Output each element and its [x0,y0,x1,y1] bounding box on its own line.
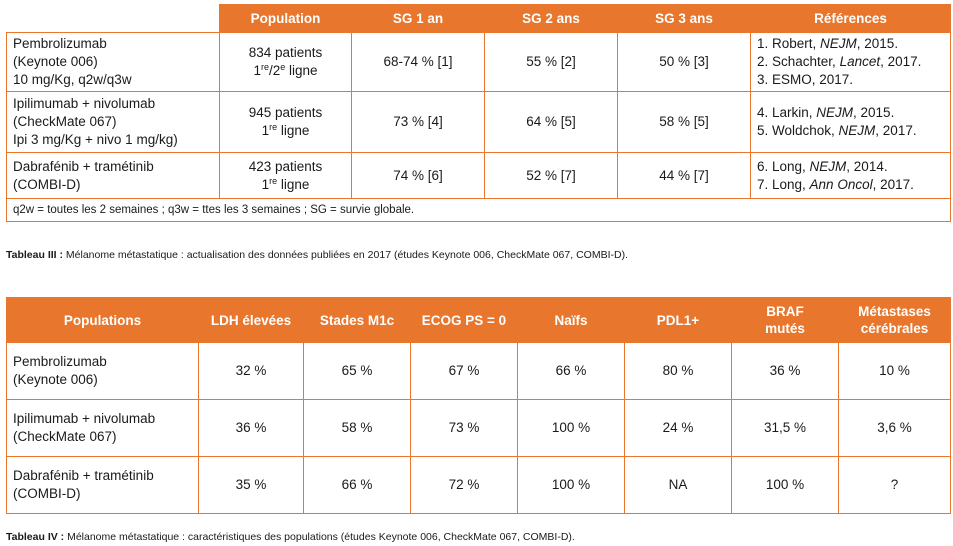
value-cell: 66 % [303,456,411,514]
header-pdl1: PDL1+ [624,297,732,343]
study-name: Dabrafénib + tramétinib [13,158,154,174]
population-line: 1re ligne [261,175,310,192]
header-sg3: SG 3 ans [617,4,751,33]
sg2-cell: 64 % [5] [484,91,618,153]
value-cell: 100 % [731,456,839,514]
study-cell: Pembrolizumab (Keynote 006) 10 mg/Kg, q2… [6,32,220,92]
header-stades: Stades M1c [303,297,411,343]
reference-item: 7. Long, Ann Oncol, 2017. [757,176,914,192]
value-cell: 58 % [303,399,411,457]
header-metastases: Métastases cérébrales [838,297,951,343]
header-populations: Populations [6,297,199,343]
value-cell: 67 % [410,342,518,400]
header-population: Population [219,4,352,33]
population-count: 945 patients [248,105,323,120]
study-cell: Dabrafénib + tramétinib (COMBI-D) [6,152,220,199]
reference-item: 5. Woldchok, NEJM, 2017. [757,123,917,138]
table-iv-header-row: Populations LDH élevées Stades M1c ECOG … [6,297,951,343]
table-row: Ipilimumab + nivolumab (CheckMate 067) I… [6,91,951,153]
line-sup: e [280,62,286,72]
value-cell: 73 % [410,399,518,457]
study-name: Ipilimumab + nivolumab [13,96,156,111]
reference-item: 4. Larkin, NEJM, 2015. [757,105,895,120]
empty-header-cell [6,4,220,33]
sg1-cell: 74 % [6] [351,152,485,199]
sg1-cell: 73 % [4] [351,91,485,153]
table-iv-caption: Tableau IV : Mélanome métastatique : car… [6,531,575,543]
line-num: 1 [253,63,261,78]
sg3-cell: 58 % [5] [617,91,751,153]
value-cell: 72 % [410,456,518,514]
value-cell: 66 % [517,342,625,400]
table-row: Pembrolizumab (Keynote 006) 10 mg/Kg, q2… [6,32,951,92]
value-cell: 80 % [624,342,732,400]
table-row: Pembrolizumab (Keynote 006) 32 % 65 % 67 … [6,342,951,400]
reference-item: 6. Long, NEJM, 2014. [757,158,888,174]
header-sg1: SG 1 an [351,4,485,33]
table-iii-header-row: Population SG 1 an SG 2 ans SG 3 ans Réf… [6,4,951,33]
header-naifs: Naïfs [517,297,625,343]
study-dose: 10 mg/Kg, q2w/q3w [13,72,132,87]
population-line: 1re/2e ligne [220,62,351,80]
value-cell: 65 % [303,342,411,400]
study-cell: Dabrafénib + tramétinib (COMBI-D) [6,456,199,514]
sg3-cell: 50 % [3] [617,32,751,92]
study-name: Pembrolizumab [13,36,107,51]
population-cell: 834 patients 1re/2e ligne [219,32,352,92]
study-dose: Ipi 3 mg/Kg + nivo 1 mg/kg) [13,132,178,147]
population-count: 423 patients [248,158,323,174]
sg1-cell: 68-74 % [1] [351,32,485,92]
table-row: Ipilimumab + nivolumab (CheckMate 067) 36… [6,399,951,457]
population-cell: 945 patients 1re ligne [219,91,352,153]
line-sup: re [260,62,269,72]
header-references: Références [750,4,951,33]
value-cell: 100 % [517,456,625,514]
table-iii: Population SG 1 an SG 2 ans SG 3 ans Réf… [6,4,951,222]
population-cell: 423 patients 1re ligne [219,152,352,199]
line-rest: ligne [285,63,318,78]
value-cell: 36 % [731,342,839,400]
table-iii-caption: Tableau III : Mélanome métastatique : ac… [6,249,628,261]
header-braf: BRAF mutés [731,297,839,343]
table-row: Dabrafénib + tramétinib (COMBI-D) 35 % 66… [6,456,951,514]
population-count: 834 patients [248,45,323,60]
value-cell: ? [838,456,951,514]
header-ecog: ECOG PS = 0 [410,297,518,343]
population-line: 1re ligne [261,122,310,139]
value-cell: 35 % [198,456,304,514]
value-cell: 36 % [198,399,304,457]
references-cell: 4. Larkin, NEJM, 2015. 5. Woldchok, NEJM… [750,91,951,153]
value-cell: 32 % [198,342,304,400]
study-trial: (Keynote 006) [13,54,98,69]
study-cell: Pembrolizumab (Keynote 006) [6,342,199,400]
study-trial: (COMBI-D) [13,176,81,192]
sg2-cell: 55 % [2] [484,32,618,92]
value-cell: 24 % [624,399,732,457]
header-sg2: SG 2 ans [484,4,618,33]
reference-item: 3. ESMO, 2017. [757,72,854,87]
references-cell: 1. Robert, NEJM, 2015. 2. Schachter, Lan… [750,32,951,92]
footnote-row: q2w = toutes les 2 semaines ; q3w = ttes… [6,198,951,222]
line-sep: /2 [268,63,281,78]
value-cell: 3,6 % [838,399,951,457]
value-cell: 100 % [517,399,625,457]
sg3-cell: 44 % [7] [617,152,751,199]
study-cell: Ipilimumab + nivolumab (CheckMate 067) [6,399,199,457]
header-ldh: LDH élevées [198,297,304,343]
table-row: Dabrafénib + tramétinib (COMBI-D) 423 pa… [6,152,951,199]
study-trial: (CheckMate 067) [13,114,117,129]
value-cell: NA [624,456,732,514]
sg2-cell: 52 % [7] [484,152,618,199]
study-cell: Ipilimumab + nivolumab (CheckMate 067) I… [6,91,220,153]
table-footnote: q2w = toutes les 2 semaines ; q3w = ttes… [6,198,951,222]
reference-item: 1. Robert, NEJM, 2015. [757,36,899,51]
references-cell: 6. Long, NEJM, 2014. 7. Long, Ann Oncol,… [750,152,951,199]
value-cell: 31,5 % [731,399,839,457]
reference-item: 2. Schachter, Lancet, 2017. [757,54,922,69]
value-cell: 10 % [838,342,951,400]
table-iv: Populations LDH élevées Stades M1c ECOG … [6,297,951,514]
